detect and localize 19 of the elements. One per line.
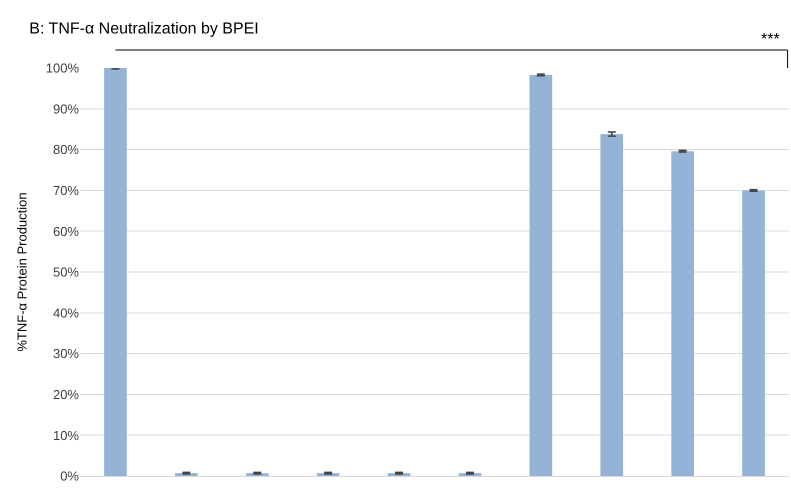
- y-tick-label: 70%: [52, 182, 80, 198]
- y-tick-label: 50%: [52, 264, 80, 280]
- bar: [530, 74, 552, 476]
- y-tick-label: 40%: [52, 305, 80, 320]
- y-tick-label: 80%: [52, 142, 80, 158]
- bar: [742, 190, 765, 476]
- y-tick-label: 30%: [52, 346, 80, 362]
- text: ***: [761, 31, 780, 48]
- y-tick-label: 20%: [52, 386, 80, 402]
- bar: [104, 68, 127, 476]
- y-tick-label: 90%: [52, 101, 80, 116]
- y-axis-title: %TNF-α Protein Production: [14, 192, 30, 352]
- y-tick-label: 0%: [60, 468, 80, 484]
- bar: [671, 151, 694, 476]
- y-tick-label: 60%: [52, 224, 80, 239]
- bar: [600, 134, 624, 476]
- y-tick-label: 100%: [46, 60, 80, 76]
- chart-title: B: TNF-α Neutralization by BPEI: [29, 20, 259, 38]
- y-tick-label: 10%: [52, 428, 80, 443]
